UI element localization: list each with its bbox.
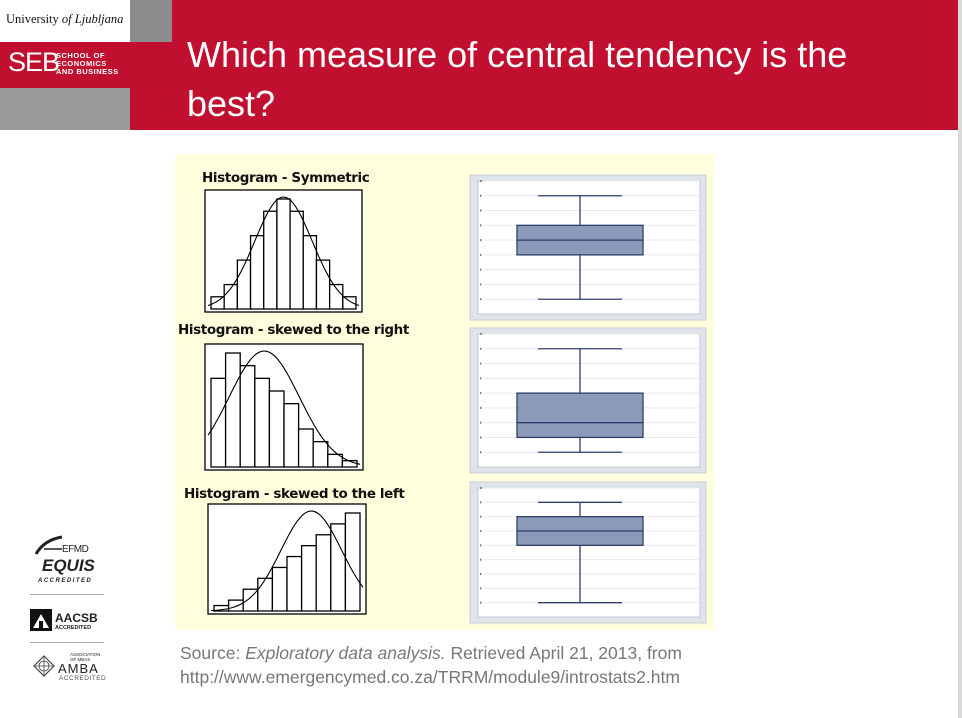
seb-logo: SEB (8, 47, 60, 77)
university-name: University of Ljubljana (6, 12, 124, 26)
divider (30, 594, 104, 595)
slide-title: Which measure of central tendency is the… (187, 34, 848, 124)
source-url: http://www.emergencymed.co.za/TRRM/modul… (180, 667, 680, 687)
histogram-title-symmetric: Histogram - Symmetric (202, 170, 370, 186)
efmd-swoosh-icon (34, 535, 63, 555)
source-citation: Source: Exploratory data analysis. Retri… (180, 643, 682, 687)
divider (30, 642, 104, 643)
histogram-title-left-skew: Histogram - skewed to the left (184, 486, 405, 502)
slide-edge (958, 0, 962, 718)
aacsb-mark-icon (30, 609, 52, 631)
school-logo-strip (0, 42, 130, 88)
university-logo: University of Ljubljana SEB SCHOOL OF EC… (0, 0, 130, 130)
logo-gray-square (130, 0, 172, 42)
school-name: SCHOOL OF ECONOMICS AND BUSINESS (56, 51, 119, 76)
histogram-title-right-skew: Histogram - skewed to the right (178, 322, 409, 338)
logo-gray-band (0, 88, 130, 130)
figure-panel (175, 154, 714, 630)
amba-globe-icon (33, 655, 55, 677)
